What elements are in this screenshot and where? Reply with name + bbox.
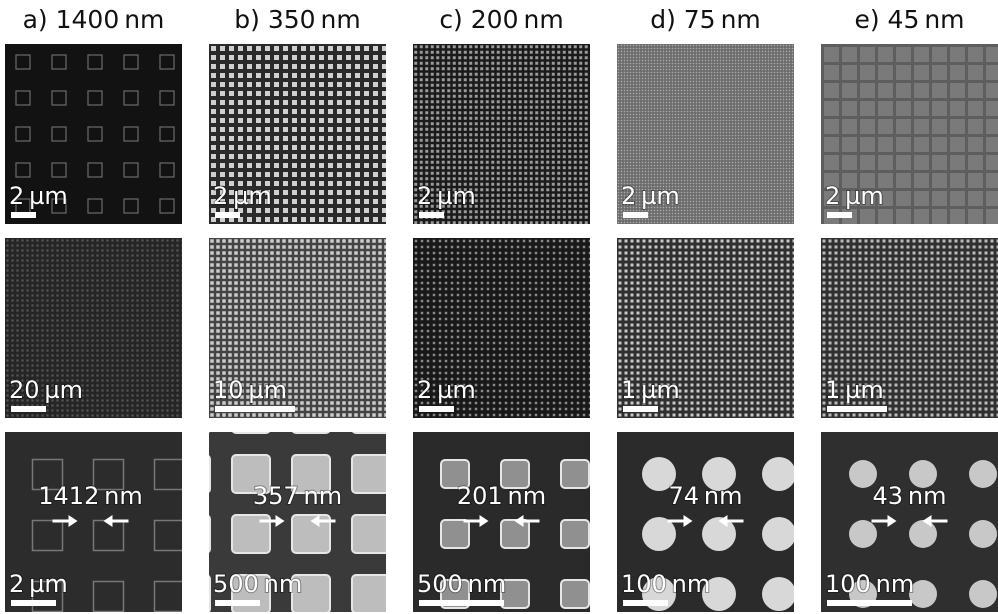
- sem-image-panel: 1 µm: [821, 238, 998, 418]
- measurement-label: 43 nm: [873, 482, 947, 510]
- scale-bar: [827, 600, 912, 606]
- column-header: d) 75 nm: [650, 5, 761, 34]
- scale-label: 100 nm: [621, 570, 710, 598]
- sem-image-panel: 2 µm: [617, 44, 794, 224]
- scale-bar: [827, 406, 887, 412]
- sem-image-panel: 2 µm: [821, 44, 998, 224]
- column-header: e) 45 nm: [854, 5, 964, 34]
- sem-image-panel: 2 µm: [413, 238, 590, 418]
- scale-bar: [11, 600, 56, 606]
- scale-label: 500 nm: [417, 570, 506, 598]
- scale-label: 500 nm: [213, 570, 302, 598]
- scale-label: 20 µm: [9, 376, 83, 404]
- column-header: c) 200 nm: [439, 5, 563, 34]
- sem-image-panel: 100 nm 43 nm: [821, 432, 998, 612]
- scale-bar: [215, 600, 260, 606]
- column-header: a) 1400 nm: [23, 5, 165, 34]
- measurement-label: 74 nm: [669, 482, 743, 510]
- sem-image-panel: 2 µm: [413, 44, 590, 224]
- scale-label: 1 µm: [621, 376, 680, 404]
- scale-bar: [623, 212, 648, 218]
- figure: a) 1400 nm 2 µm 20 µm 2 µm 1412 nm b) 350 nm 2…: [0, 0, 998, 614]
- sem-image-panel: 500 nm 357 nm: [209, 432, 386, 612]
- column-header: b) 350 nm: [234, 5, 360, 34]
- scale-label: 2 µm: [417, 182, 476, 210]
- sem-image-panel: 2 µm: [209, 44, 386, 224]
- scale-bar: [215, 212, 240, 218]
- scale-bar: [215, 406, 295, 412]
- sem-image-panel: 100 nm 74 nm: [617, 432, 794, 612]
- measurement-label: 357 nm: [253, 482, 342, 510]
- scale-label: 2 µm: [9, 182, 68, 210]
- scale-label: 100 nm: [825, 570, 914, 598]
- scale-bar: [419, 212, 444, 218]
- scale-label: 2 µm: [9, 570, 68, 598]
- scale-bar: [11, 406, 46, 412]
- scale-label: 2 µm: [213, 182, 272, 210]
- scale-bar: [623, 600, 668, 606]
- scale-bar: [419, 600, 504, 606]
- sem-image-panel: 2 µm 1412 nm: [5, 432, 182, 612]
- sem-image-panel: 1 µm: [617, 238, 794, 418]
- scale-bar: [419, 406, 454, 412]
- scale-label: 1 µm: [825, 376, 884, 404]
- scale-label: 2 µm: [621, 182, 680, 210]
- measurement-label: 1412 nm: [38, 482, 142, 510]
- sem-image-panel: 20 µm: [5, 238, 182, 418]
- scale-bar: [623, 406, 658, 412]
- sem-image-panel: 10 µm: [209, 238, 386, 418]
- sem-image-panel: 500 nm 201 nm: [413, 432, 590, 612]
- measurement-label: 201 nm: [457, 482, 546, 510]
- scale-label: 10 µm: [213, 376, 287, 404]
- scale-bar: [11, 212, 36, 218]
- sem-image-panel: 2 µm: [5, 44, 182, 224]
- scale-label: 2 µm: [417, 376, 476, 404]
- scale-bar: [827, 212, 852, 218]
- scale-label: 2 µm: [825, 182, 884, 210]
